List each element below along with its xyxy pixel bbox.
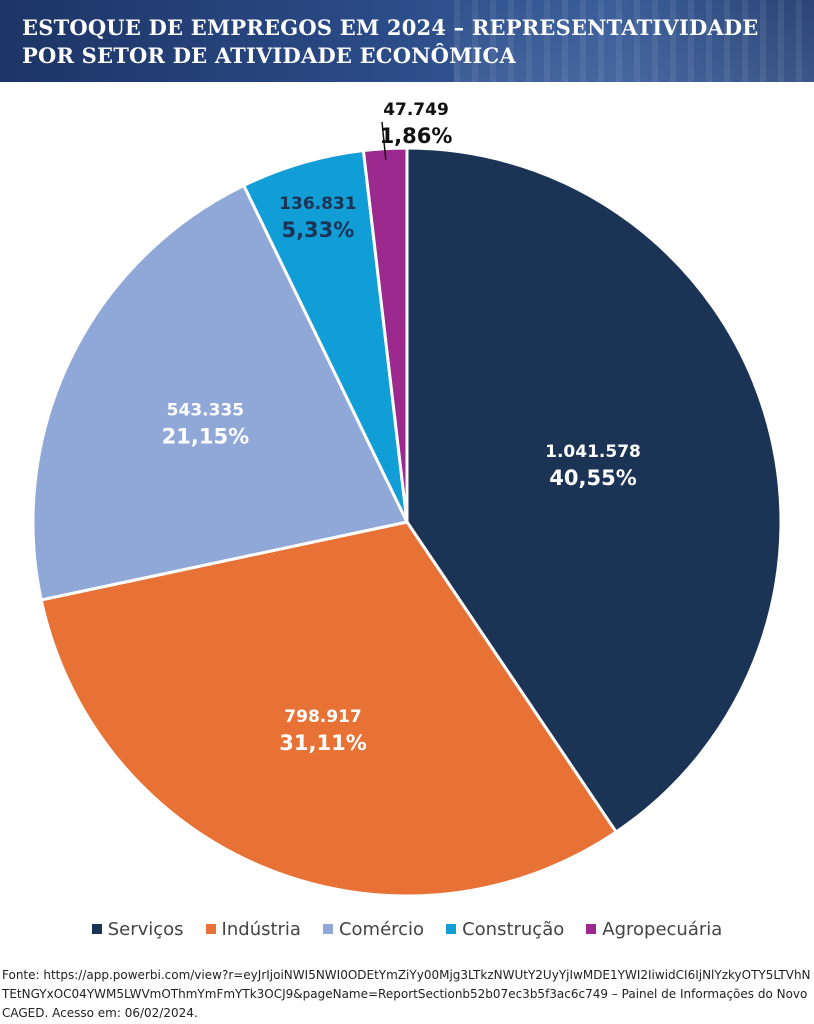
pie-slice-comércio [31,183,409,602]
header-banner: ESTOQUE DE EMPREGOS EM 2024 – REPRESENTA… [0,0,814,82]
data-label-value-agropecuária: 47.749 [383,100,449,120]
pie-slice-serviços [405,146,783,834]
data-label-value-serviços: 1.041.578 [545,442,641,462]
data-label-percent-agropecuária: 1,86% [380,124,453,148]
source-note: Fonte: https://app.powerbi.com/view?r=ey… [2,968,811,1020]
pie-chart: 1.041.578 40,55% 798.917 31,11% 543.335 21,15… [31,100,783,898]
legend-swatch [586,924,597,934]
data-label-percent-comércio: 21,15% [162,425,249,449]
legend-label: Comércio [338,918,425,940]
legend-label: Indústria [221,918,301,940]
legend-label: Construção [462,918,565,940]
legend-item-agropecuária: Agropecuária [586,919,722,940]
pie-slice-indústria [39,520,618,898]
header-background-photo [454,0,814,82]
legend-swatch [205,924,216,934]
data-label-value-indústria: 798.917 [284,707,361,727]
pie-slices [31,146,783,898]
data-label-value-construção: 136.831 [279,194,356,214]
data-label-percent-serviços: 40,55% [549,466,636,490]
data-label-percent-construção: 5,33% [281,218,354,242]
legend-swatch [322,924,333,934]
chart-title: ESTOQUE DE EMPREGOS EM 2024 – REPRESENTA… [22,15,759,68]
legend-swatch [91,924,102,934]
pie-labels: 1.041.578 40,55% 798.917 31,11% 543.335 21,15… [162,100,641,755]
legend-swatch [446,924,457,934]
legend-item-serviços: Serviços [91,918,184,940]
chart-legend: Serviços Indústria Comércio Construção Agrop… [0,914,814,944]
legend-item-construção: Construção [446,919,564,940]
legend-item-comércio: Comércio [322,918,425,940]
legend-item-indústria: Indústria [205,918,301,940]
leader-line-agropecuária [381,121,387,160]
data-label-value-comércio: 543.335 [167,401,244,421]
data-label-percent-indústria: 31,11% [279,731,366,755]
legend-label: Serviços [107,918,184,940]
legend-label: Agropecuária [602,918,723,940]
